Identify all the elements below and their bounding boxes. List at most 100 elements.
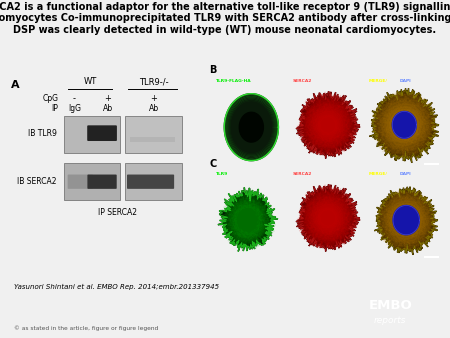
Text: Yasunori Shintani et al. EMBO Rep. 2014;embr.201337945: Yasunori Shintani et al. EMBO Rep. 2014;… — [14, 284, 219, 290]
Bar — [64, 163, 120, 200]
Polygon shape — [389, 109, 419, 141]
Polygon shape — [398, 118, 411, 132]
Polygon shape — [392, 206, 420, 235]
FancyBboxPatch shape — [87, 125, 117, 141]
Polygon shape — [220, 189, 276, 249]
Text: SERCA2: SERCA2 — [292, 172, 312, 176]
Polygon shape — [389, 203, 423, 237]
Polygon shape — [383, 103, 425, 147]
Polygon shape — [395, 208, 417, 233]
Polygon shape — [227, 196, 269, 243]
Polygon shape — [313, 202, 343, 235]
Polygon shape — [374, 187, 438, 255]
Polygon shape — [371, 91, 436, 159]
Polygon shape — [319, 115, 337, 135]
Text: SERCA2 is a functional adaptor for the alternative toll-like receptor 9 (TLR9) s: SERCA2 is a functional adaptor for the a… — [0, 2, 450, 35]
Polygon shape — [299, 94, 356, 155]
Polygon shape — [299, 187, 356, 248]
Bar — [125, 163, 182, 200]
Polygon shape — [297, 92, 358, 156]
Text: +: + — [104, 94, 112, 103]
Text: -: - — [73, 94, 76, 103]
Text: CpG: CpG — [42, 94, 58, 103]
Polygon shape — [315, 111, 341, 139]
Polygon shape — [311, 106, 344, 143]
Polygon shape — [400, 214, 413, 226]
Bar — [64, 116, 120, 153]
Polygon shape — [296, 92, 360, 159]
Polygon shape — [315, 204, 341, 232]
Polygon shape — [392, 112, 417, 138]
Polygon shape — [228, 198, 268, 243]
Text: reports: reports — [374, 316, 407, 325]
Text: EMBO: EMBO — [369, 299, 412, 312]
Polygon shape — [224, 195, 271, 245]
Polygon shape — [319, 208, 337, 227]
Polygon shape — [304, 192, 354, 244]
Polygon shape — [301, 191, 355, 246]
Polygon shape — [381, 99, 428, 151]
Polygon shape — [223, 192, 273, 247]
Polygon shape — [301, 98, 355, 153]
FancyBboxPatch shape — [130, 137, 176, 142]
Text: IB SERCA2: IB SERCA2 — [17, 177, 57, 186]
Text: IP SERCA2: IP SERCA2 — [99, 208, 137, 217]
FancyBboxPatch shape — [127, 174, 174, 189]
Polygon shape — [377, 96, 432, 153]
Text: Ab: Ab — [148, 104, 158, 113]
Text: MERGE/: MERGE/ — [369, 172, 388, 176]
Polygon shape — [218, 188, 278, 251]
Text: © as stated in the article, figure or figure legend: © as stated in the article, figure or fi… — [14, 325, 158, 331]
Text: A: A — [11, 80, 20, 90]
Polygon shape — [307, 196, 349, 240]
Text: IB TLR9: IB TLR9 — [27, 129, 57, 138]
Bar — [125, 116, 182, 153]
Polygon shape — [374, 93, 435, 156]
Polygon shape — [309, 104, 347, 145]
Polygon shape — [239, 112, 263, 142]
Text: C: C — [209, 159, 216, 169]
Polygon shape — [233, 203, 263, 238]
Text: IgG: IgG — [68, 104, 81, 113]
Polygon shape — [376, 189, 436, 251]
Polygon shape — [224, 94, 279, 161]
Polygon shape — [296, 185, 360, 251]
Polygon shape — [316, 114, 339, 136]
Text: WT: WT — [84, 77, 97, 86]
Polygon shape — [231, 199, 264, 239]
FancyBboxPatch shape — [87, 174, 117, 189]
Polygon shape — [307, 103, 349, 147]
Text: IP: IP — [52, 104, 58, 113]
Polygon shape — [297, 185, 358, 249]
Polygon shape — [387, 200, 426, 241]
Polygon shape — [311, 199, 344, 236]
Text: TLR9: TLR9 — [216, 172, 228, 176]
Polygon shape — [304, 99, 354, 151]
Polygon shape — [392, 112, 416, 138]
Polygon shape — [306, 194, 351, 242]
FancyBboxPatch shape — [68, 174, 93, 189]
Text: Ab: Ab — [103, 104, 113, 113]
Polygon shape — [397, 210, 415, 229]
Text: DAPI: DAPI — [400, 172, 412, 176]
Polygon shape — [313, 110, 343, 142]
Polygon shape — [384, 197, 428, 244]
Polygon shape — [393, 206, 419, 235]
Text: +: + — [150, 94, 157, 103]
Polygon shape — [222, 192, 274, 249]
Text: MERGE/: MERGE/ — [369, 79, 388, 83]
Text: DAPI: DAPI — [400, 79, 412, 83]
Polygon shape — [309, 197, 347, 238]
Text: TLR9-/-: TLR9-/- — [139, 77, 168, 86]
Polygon shape — [395, 114, 414, 135]
Polygon shape — [230, 199, 265, 240]
Polygon shape — [378, 191, 434, 249]
Polygon shape — [386, 106, 423, 144]
Text: B: B — [209, 65, 216, 75]
Polygon shape — [234, 204, 262, 235]
Text: TLR9-FLAG-HA: TLR9-FLAG-HA — [216, 79, 252, 83]
Text: SERCA2: SERCA2 — [292, 79, 312, 83]
Polygon shape — [381, 194, 431, 246]
Polygon shape — [369, 88, 439, 163]
Polygon shape — [306, 101, 351, 149]
